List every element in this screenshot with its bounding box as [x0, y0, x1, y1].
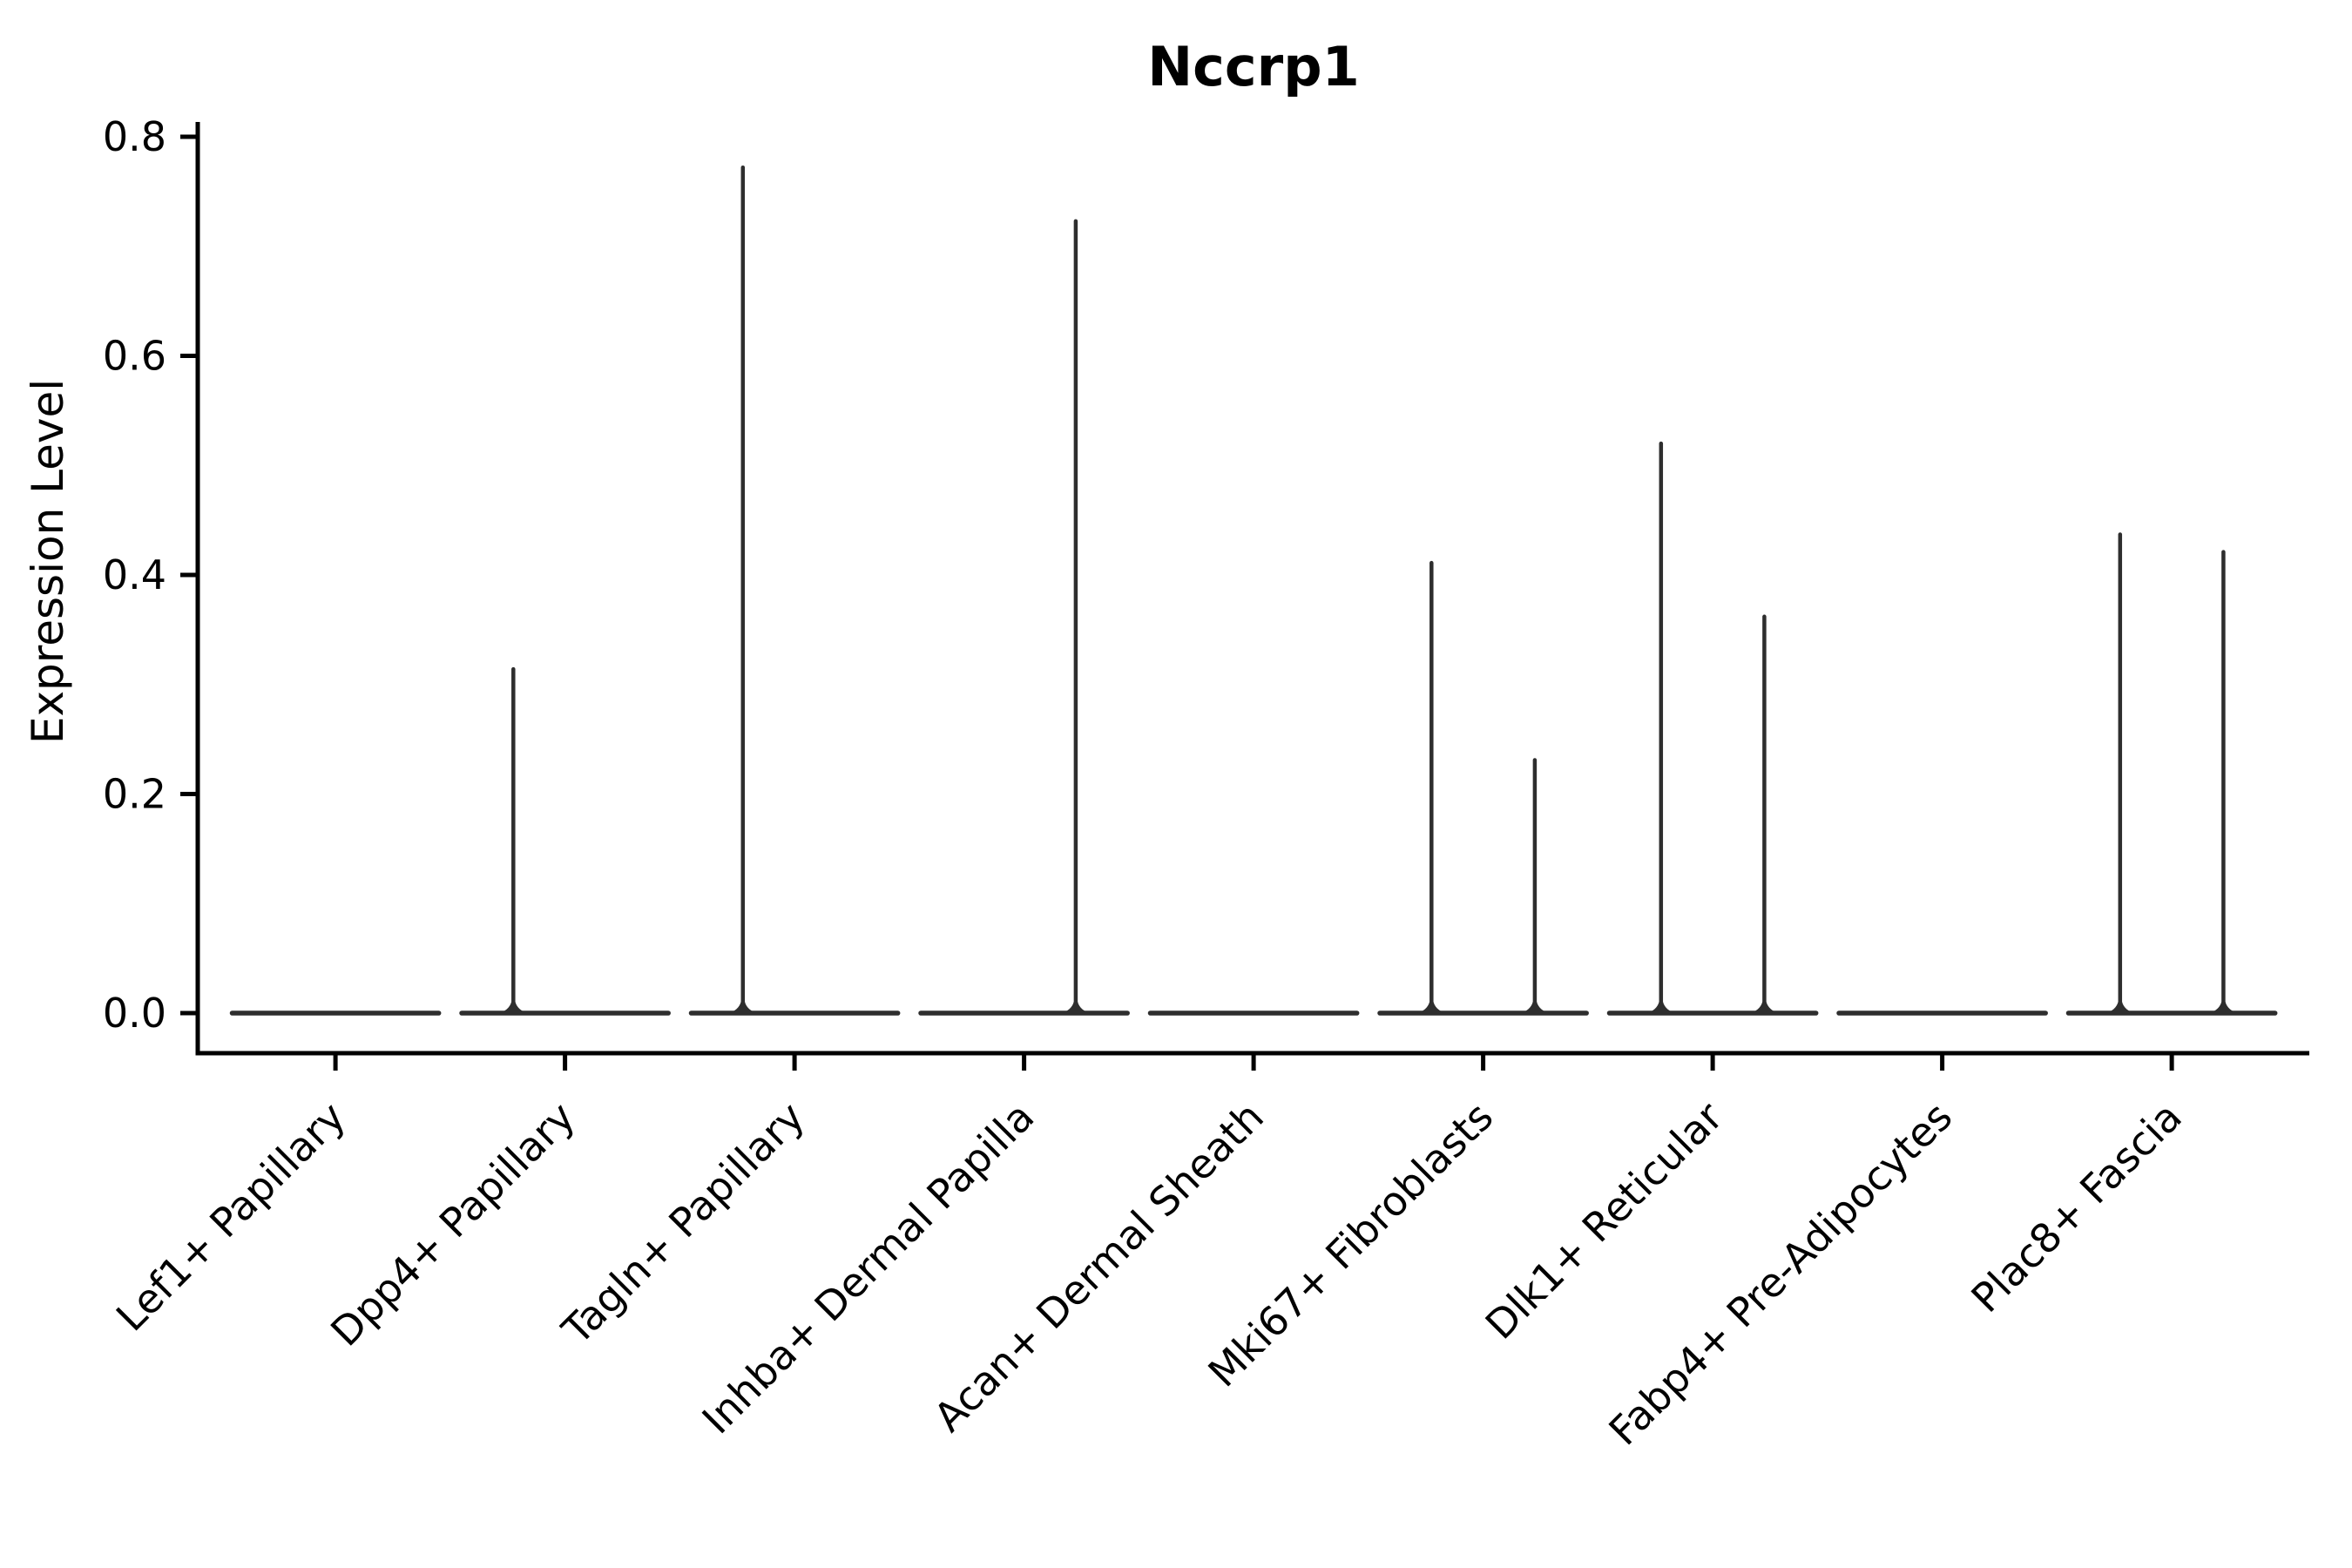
- y-tick-label: 0.2: [103, 771, 166, 818]
- y-tick-label: 0.6: [103, 333, 166, 380]
- y-tick-label: 0.8: [103, 113, 166, 160]
- y-tick-label: 0.4: [103, 551, 166, 598]
- chart-title: Nccrp1: [1147, 35, 1360, 98]
- y-tick-label: 0.0: [103, 990, 166, 1037]
- y-axis-label: Expression Level: [23, 379, 73, 744]
